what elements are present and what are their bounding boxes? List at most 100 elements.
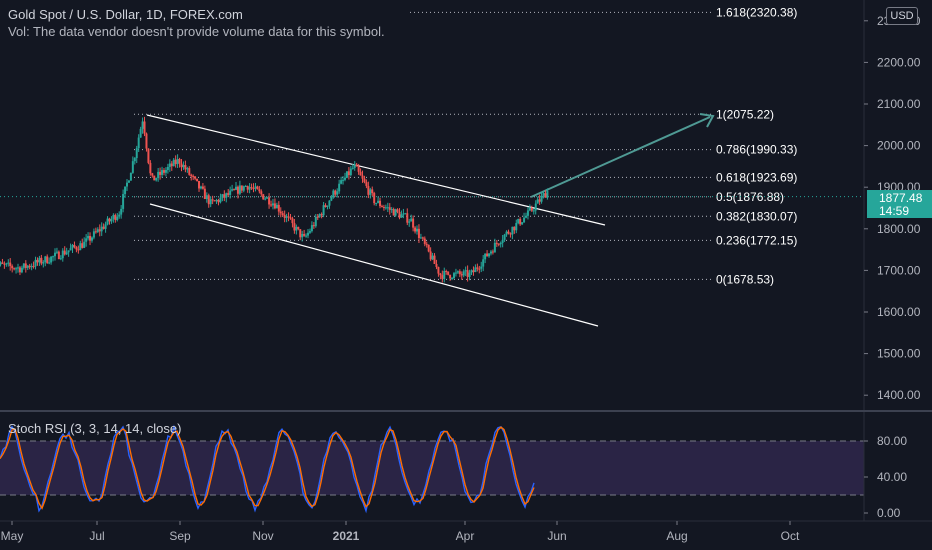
candle	[532, 208, 535, 215]
candle	[316, 213, 319, 221]
candle	[447, 271, 450, 276]
symbol-legend[interactable]: Gold Spot / U.S. Dollar, 1D, FOREX.com	[8, 7, 243, 22]
candle	[505, 230, 508, 237]
candle	[517, 218, 520, 225]
candle	[34, 256, 37, 270]
candle	[81, 238, 84, 249]
candle	[416, 225, 419, 235]
candle	[75, 246, 78, 253]
candle	[59, 255, 62, 261]
candle	[194, 176, 197, 181]
candle	[90, 236, 93, 243]
price-channel[interactable]	[146, 113, 715, 327]
candle	[116, 213, 119, 222]
candle	[279, 207, 282, 218]
stoch-rsi-lines	[0, 424, 535, 514]
candle	[454, 268, 457, 277]
candle	[310, 221, 313, 233]
candle	[126, 179, 129, 192]
candle	[236, 185, 239, 199]
candle	[297, 226, 300, 231]
candle	[1, 258, 4, 264]
fib-label: 0.236(1772.15)	[716, 233, 797, 247]
candle	[225, 192, 228, 203]
candle	[131, 156, 134, 174]
candle	[246, 185, 249, 193]
candle	[412, 215, 415, 232]
channel-lower[interactable]	[149, 203, 599, 327]
candle	[161, 166, 164, 178]
candle	[42, 260, 45, 268]
price-tick: 1700.00	[877, 263, 921, 277]
fib-label: 1(2075.22)	[716, 107, 774, 121]
candle	[147, 148, 150, 165]
currency-badge[interactable]: USD	[886, 7, 918, 25]
candle	[546, 188, 549, 200]
time-tick: May	[1, 529, 24, 543]
candle	[213, 199, 216, 202]
candle	[489, 249, 492, 256]
candle	[365, 179, 368, 189]
candle	[30, 263, 33, 271]
candle	[32, 261, 35, 269]
candle	[408, 218, 411, 227]
time-tick: Jun	[547, 529, 566, 543]
price-tick: 1800.00	[877, 222, 921, 236]
candle	[355, 162, 358, 167]
candle	[400, 210, 403, 218]
candle	[421, 236, 424, 241]
candle	[157, 167, 160, 182]
candle	[484, 253, 487, 264]
candle	[7, 259, 10, 267]
candle	[369, 187, 372, 199]
candle	[433, 253, 436, 265]
candle	[503, 233, 506, 242]
candle	[182, 161, 185, 170]
candle	[244, 184, 247, 188]
candle	[334, 189, 337, 197]
projection-arrow[interactable]	[530, 116, 711, 198]
price-tick: 2200.00	[877, 55, 921, 69]
candle	[65, 247, 68, 255]
stoch-rsi-legend[interactable]: Stoch RSI (3, 3, 14, 14, close)	[8, 421, 182, 436]
candle	[386, 202, 389, 213]
candle	[390, 207, 393, 213]
candle	[380, 204, 383, 208]
candle	[525, 212, 528, 219]
candle	[349, 165, 352, 177]
candle	[168, 159, 171, 172]
candle	[120, 205, 123, 219]
candle	[233, 188, 236, 191]
candle	[295, 224, 298, 235]
fib-label: 0.618(1923.69)	[716, 170, 797, 184]
candle	[470, 269, 473, 276]
candle	[538, 194, 541, 206]
candle	[417, 224, 420, 244]
candle	[367, 181, 370, 199]
candle	[493, 238, 496, 253]
candle	[482, 255, 485, 272]
candle	[464, 266, 467, 277]
candle	[468, 269, 471, 281]
candle	[248, 183, 251, 194]
candle	[435, 259, 438, 270]
candle	[9, 258, 12, 271]
time-tick: Nov	[252, 529, 273, 543]
candle	[217, 198, 220, 206]
candle	[392, 207, 395, 216]
fib-label: 0.786(1990.33)	[716, 143, 797, 157]
fib-retracement[interactable]: 1.618(2320.38) 1(2075.22) 0.786(1990.33) 0.…	[0, 5, 864, 286]
channel-upper[interactable]	[146, 114, 606, 226]
candle	[530, 205, 533, 213]
candle	[419, 233, 422, 239]
candle	[190, 173, 193, 181]
candle	[264, 196, 267, 201]
candle	[114, 213, 117, 223]
candle	[396, 208, 399, 214]
candle	[406, 208, 409, 226]
candle	[79, 240, 82, 251]
candle	[260, 189, 263, 197]
candle	[15, 266, 18, 274]
candle	[184, 160, 187, 173]
